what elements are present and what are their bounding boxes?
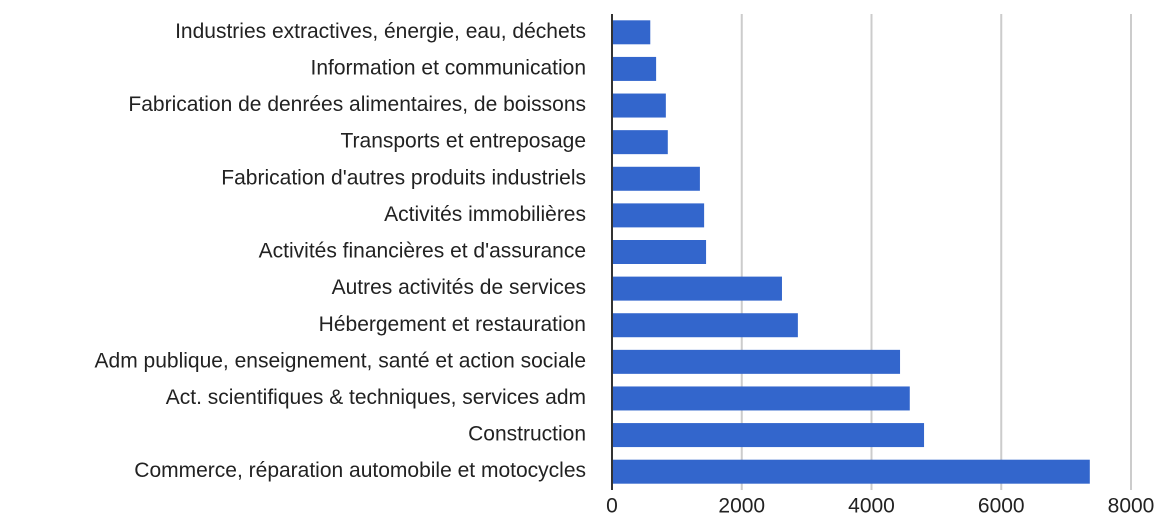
bar — [612, 166, 700, 191]
bar — [612, 203, 705, 228]
y-tick-label: Activités financières et d'assurance — [259, 240, 586, 263]
y-tick-label: Activités immobilières — [384, 203, 586, 226]
x-tick-label: 0 — [606, 495, 618, 518]
bar — [612, 349, 901, 374]
bar — [612, 20, 651, 45]
y-tick-label: Autres activités de services — [332, 276, 586, 299]
x-tick-label: 4000 — [848, 495, 895, 518]
y-tick-label: Fabrication d'autres produits industriel… — [221, 166, 586, 189]
bar — [612, 93, 666, 118]
y-tick-label: Fabrication de denrées alimentaires, de … — [128, 93, 586, 116]
y-tick-label: Construction — [468, 423, 586, 446]
y-tick-label: Hébergement et restauration — [319, 313, 586, 336]
bar — [612, 313, 798, 338]
bar — [612, 276, 782, 301]
bar — [612, 459, 1090, 484]
y-tick-label: Information et communication — [311, 56, 586, 79]
bar — [612, 130, 668, 155]
y-tick-label: Commerce, réparation automobile et motoc… — [134, 459, 586, 482]
bar — [612, 56, 657, 81]
bar — [612, 386, 910, 411]
bar — [612, 240, 707, 264]
bar — [612, 423, 925, 448]
y-tick-label: Industries extractives, énergie, eau, dé… — [175, 20, 586, 43]
y-tick-label: Act. scientifiques & techniques, service… — [166, 386, 586, 409]
x-tick-label: 8000 — [1108, 495, 1155, 518]
y-tick-label: Transports et entreposage — [340, 130, 586, 153]
x-tick-label: 2000 — [718, 495, 765, 518]
x-tick-label: 6000 — [978, 495, 1025, 518]
y-tick-label: Adm publique, enseignement, santé et act… — [95, 349, 586, 372]
